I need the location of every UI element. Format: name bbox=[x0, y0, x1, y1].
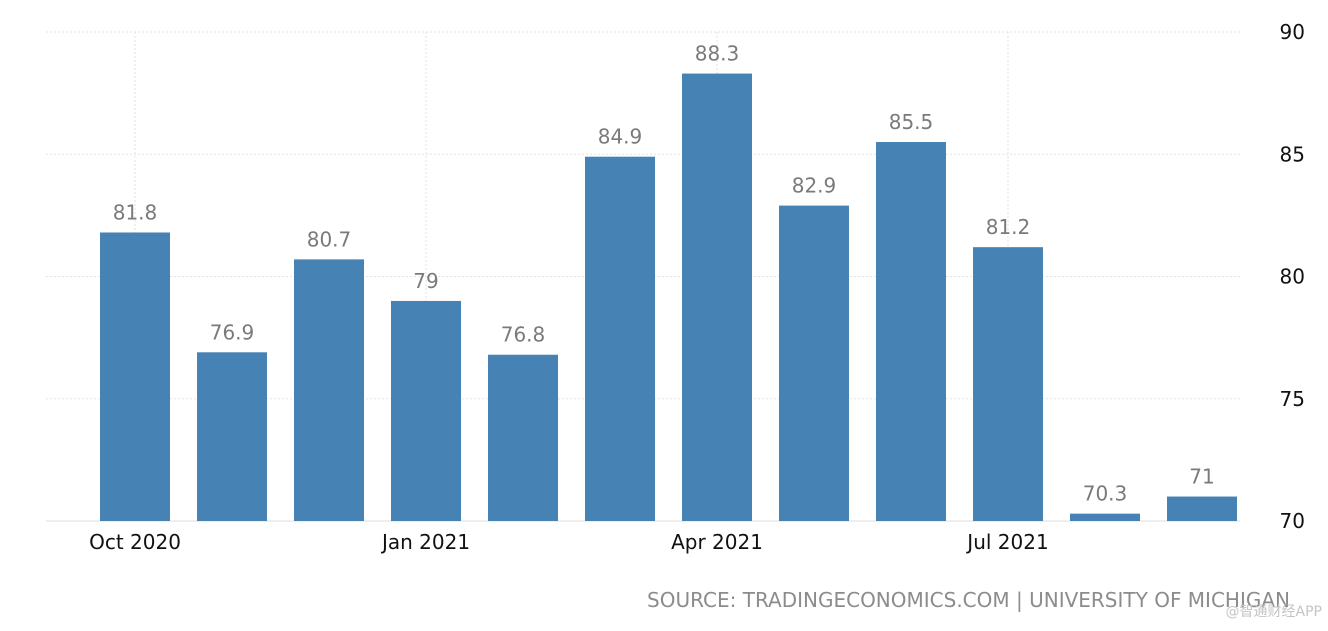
bar-value-label: 84.9 bbox=[598, 125, 643, 149]
bar bbox=[876, 142, 946, 521]
bar bbox=[391, 300, 461, 521]
bar-value-label: 82.9 bbox=[792, 174, 837, 198]
bar-value-label: 71 bbox=[1189, 465, 1214, 489]
y-tick-label: 70 bbox=[1280, 509, 1305, 533]
bar bbox=[1167, 496, 1237, 521]
bar-value-label: 70.3 bbox=[1083, 482, 1128, 506]
x-tick-label: Jul 2021 bbox=[965, 530, 1048, 554]
source-text: SOURCE: TRADINGECONOMICS.COM | UNIVERSIT… bbox=[647, 588, 1290, 612]
bar-value-label: 88.3 bbox=[695, 42, 740, 66]
y-tick-label: 85 bbox=[1280, 142, 1305, 166]
watermark: @智通财经APP bbox=[1226, 604, 1322, 620]
bar-value-label: 76.8 bbox=[501, 323, 546, 347]
y-tick-label: 90 bbox=[1280, 20, 1305, 44]
bar-value-label: 81.8 bbox=[113, 200, 158, 224]
bar bbox=[488, 354, 558, 521]
x-tick-label: Apr 2021 bbox=[671, 530, 763, 554]
bar bbox=[1070, 513, 1140, 521]
bar bbox=[779, 205, 849, 521]
bar-value-label: 85.5 bbox=[889, 110, 934, 134]
bar-value-label: 79 bbox=[413, 269, 438, 293]
bars bbox=[100, 73, 1237, 522]
bar bbox=[294, 259, 364, 521]
bar bbox=[197, 352, 267, 521]
bar bbox=[100, 232, 170, 522]
bar-value-label: 81.2 bbox=[986, 215, 1031, 239]
y-axis: 70 75 80 85 90 bbox=[1280, 20, 1305, 533]
x-tick-label: Oct 2020 bbox=[89, 530, 181, 554]
y-tick-label: 80 bbox=[1280, 265, 1305, 289]
bar-value-label: 80.7 bbox=[307, 227, 352, 251]
bar bbox=[585, 156, 655, 521]
bar bbox=[973, 247, 1043, 521]
x-tick-label: Jan 2021 bbox=[380, 530, 470, 554]
x-axis: Oct 2020 Jan 2021 Apr 2021 Jul 2021 bbox=[89, 530, 1049, 554]
bar bbox=[682, 73, 752, 521]
bar-value-label: 76.9 bbox=[210, 320, 255, 344]
y-tick-label: 75 bbox=[1280, 387, 1305, 411]
bar-labels: 81.8 76.9 80.7 79 76.8 84.9 88.3 82.9 85.5 81.2 70… bbox=[113, 42, 1215, 506]
